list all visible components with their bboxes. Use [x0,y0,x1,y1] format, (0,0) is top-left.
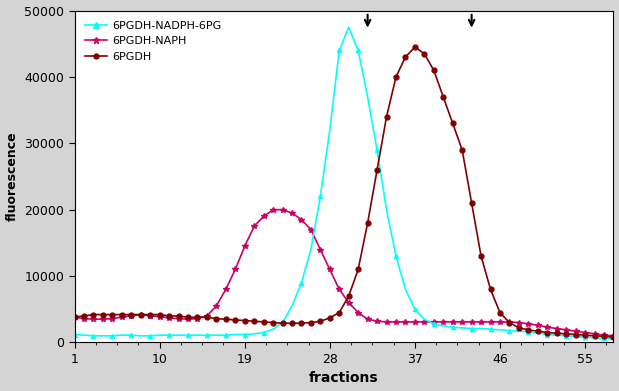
6PGDH-NADPH-6PG [477,326,485,331]
Legend: 6PGDH-NADPH-6PG, 6PGDH-NAPH, 6PGDH: 6PGDH-NADPH-6PG, 6PGDH-NAPH, 6PGDH [80,16,226,66]
6PGDH-NADPH-6PG [439,323,447,328]
6PGDH-NADPH-6PG [591,335,598,340]
6PGDH-NAPH [194,316,201,321]
6PGDH-NAPH [610,334,617,338]
6PGDH [203,315,210,319]
6PGDH [194,315,201,319]
6PGDH-NADPH-6PG [203,333,210,337]
6PGDH-NADPH-6PG [194,333,201,337]
6PGDH-NADPH-6PG [71,332,78,337]
6PGDH-NADPH-6PG [345,25,352,29]
6PGDH [534,329,542,334]
6PGDH-NAPH [439,319,447,324]
6PGDH-NADPH-6PG [534,331,542,335]
6PGDH-NAPH [591,332,598,336]
6PGDH [411,45,418,49]
6PGDH-NAPH [534,323,542,328]
6PGDH-NAPH [71,315,78,319]
6PGDH-NAPH [269,207,277,212]
6PGDH-NAPH [477,319,485,324]
Y-axis label: fluorescence: fluorescence [6,132,19,221]
6PGDH [477,254,485,258]
6PGDH [591,334,598,338]
X-axis label: fractions: fractions [309,371,379,386]
Line: 6PGDH: 6PGDH [72,45,616,340]
6PGDH-NAPH [203,314,210,318]
6PGDH [610,335,617,339]
6PGDH [439,95,447,99]
6PGDH [71,315,78,319]
Line: 6PGDH-NADPH-6PG: 6PGDH-NADPH-6PG [72,25,615,341]
Line: 6PGDH-NAPH: 6PGDH-NAPH [72,207,617,339]
6PGDH-NADPH-6PG [610,337,617,341]
